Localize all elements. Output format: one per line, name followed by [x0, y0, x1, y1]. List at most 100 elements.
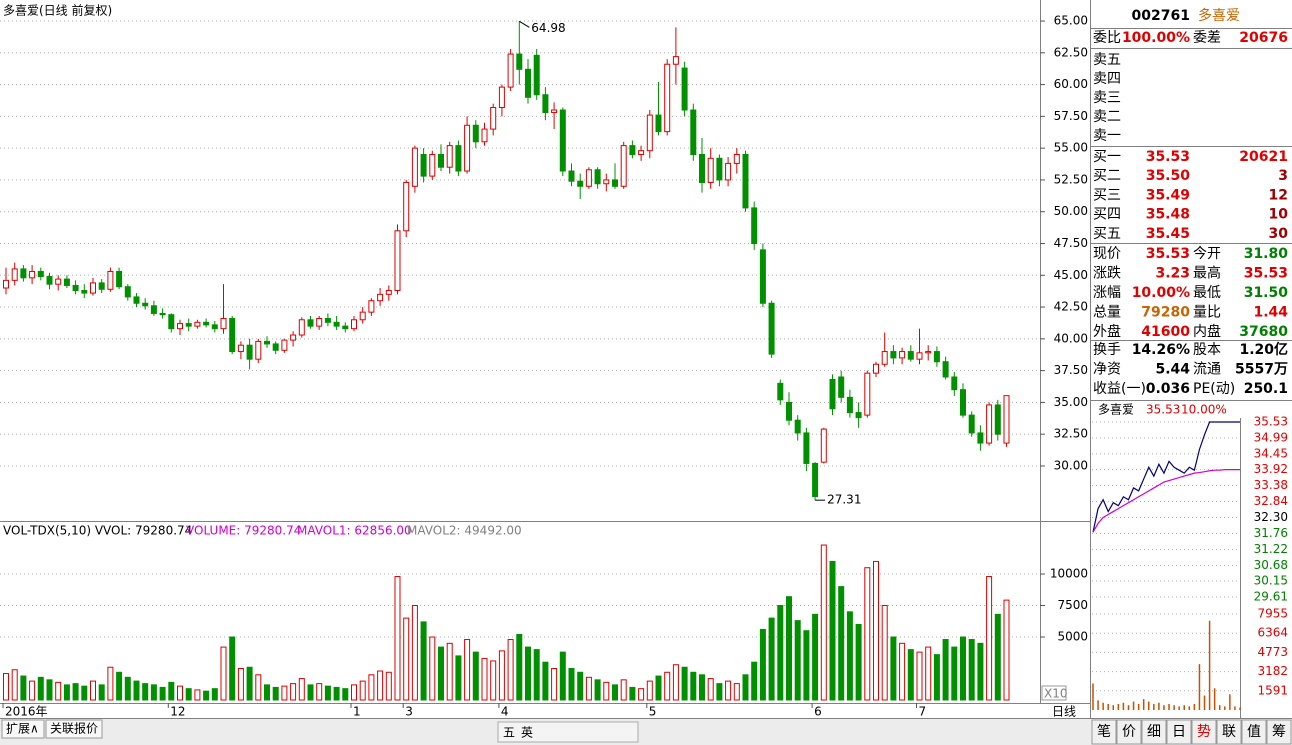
right-tab-label[interactable]: 价	[1122, 724, 1136, 740]
right-tab[interactable]	[1091, 719, 1117, 745]
candle-body	[725, 162, 732, 181]
quote-label: 现价	[1093, 246, 1121, 262]
volume-bar	[420, 621, 427, 701]
buy-label: 买一	[1093, 149, 1121, 165]
volume-bar	[977, 642, 984, 701]
quote-label: 涨跌	[1093, 266, 1121, 282]
volume-bar	[551, 668, 558, 701]
candle-body	[107, 270, 114, 290]
x-tick-label: 2016年	[5, 705, 48, 719]
volume-bar	[759, 628, 766, 701]
volume-bar	[55, 681, 62, 701]
candle-body	[359, 311, 366, 321]
candle-body	[577, 180, 584, 187]
bottom-tab-label[interactable]: 关联报价	[50, 721, 98, 736]
candle-body	[481, 128, 488, 143]
volume-bar	[559, 651, 566, 701]
candle-body	[1003, 395, 1010, 444]
quote-value: 35.53	[1146, 246, 1190, 262]
right-tab-label[interactable]: 细	[1147, 724, 1161, 740]
volume-bar	[194, 689, 201, 701]
candle-body	[63, 278, 70, 286]
candle-body	[525, 68, 531, 98]
toolbar-button[interactable]: 英	[521, 726, 533, 740]
candle-body	[90, 282, 96, 294]
candle-body	[298, 319, 305, 336]
candle-body	[429, 154, 436, 177]
buy-label: 买三	[1093, 187, 1121, 203]
volume-bar	[838, 586, 845, 701]
volume-bar	[794, 620, 801, 701]
volume-bar	[603, 681, 610, 701]
volume-bar	[707, 678, 714, 701]
right-tab-label[interactable]: 势	[1197, 724, 1211, 740]
right-tab[interactable]	[1241, 719, 1267, 745]
candle-body	[255, 340, 262, 360]
right-tab[interactable]	[1216, 719, 1242, 745]
buy-volume: 20621	[1239, 149, 1288, 165]
volume-bar	[864, 567, 871, 701]
quote-label: 委比	[1093, 30, 1121, 46]
volume-bar	[933, 654, 940, 701]
candle-body	[229, 318, 236, 353]
volume-bar	[481, 657, 488, 701]
volume-bar	[507, 639, 514, 701]
candle-body	[890, 351, 897, 359]
right-tab-label[interactable]: 联	[1222, 724, 1236, 740]
right-tab[interactable]	[1141, 719, 1167, 745]
candle-body	[838, 376, 845, 398]
right-tab[interactable]	[1116, 719, 1142, 745]
intraday-tick-label: 29.61	[1254, 590, 1288, 604]
candle-body	[403, 181, 410, 232]
bottom-tab-label[interactable]: 扩展∧	[6, 722, 39, 736]
candle-body	[420, 154, 427, 177]
toolbar-button[interactable]: 五	[503, 726, 515, 740]
volume-bar	[829, 560, 836, 701]
volume-bar	[159, 686, 166, 701]
y-tick-label: 42.50	[1054, 300, 1088, 314]
volume-bar	[411, 605, 418, 701]
volume-bar	[846, 611, 853, 701]
candle-body	[150, 305, 157, 314]
buy-volume: 3	[1278, 168, 1288, 184]
candle-body	[507, 53, 514, 88]
volume-bar	[751, 661, 758, 701]
candle-body	[472, 124, 479, 143]
x-tick-label: 6	[814, 705, 822, 719]
candle-body	[351, 319, 357, 330]
right-tab[interactable]	[1266, 719, 1292, 745]
y-tick-label: 35.00	[1054, 395, 1088, 409]
quote-label: 今开	[1193, 246, 1221, 262]
intraday-line	[1092, 421, 1240, 533]
candle-body	[855, 412, 862, 419]
quote-label: PE(动)	[1193, 381, 1235, 397]
candle-body	[194, 321, 201, 327]
right-tab-label[interactable]: 笔	[1097, 724, 1111, 740]
intraday-tick-label: 30.15	[1254, 574, 1288, 588]
right-tab-label[interactable]: 日	[1172, 724, 1186, 740]
right-tab-label[interactable]: 筹	[1272, 723, 1286, 740]
right-tab[interactable]	[1191, 719, 1217, 745]
quote-value: 79280	[1141, 305, 1190, 321]
bottom-tab[interactable]	[1, 719, 45, 739]
volume-bar	[577, 671, 584, 701]
candle-body	[490, 106, 497, 130]
quote-label: 总量	[1093, 305, 1121, 321]
volume-bar	[629, 686, 636, 701]
quote-label: 外盘	[1093, 323, 1121, 340]
candle-body	[820, 428, 827, 463]
candle-body	[873, 363, 879, 374]
candle-body	[646, 114, 653, 152]
candle-body	[681, 67, 688, 111]
volume-bar	[98, 684, 105, 701]
bottom-tab[interactable]	[45, 719, 103, 739]
volume-legend: MAVOL2: 49492.00	[407, 524, 522, 538]
volume-bar	[464, 639, 471, 701]
x-tick-label: 4	[501, 705, 509, 719]
candle-body	[690, 109, 697, 156]
right-tab-label[interactable]: 值	[1247, 724, 1261, 740]
intraday-volume-tick-label: 1591	[1257, 683, 1288, 697]
intraday-tick-label: 35.53	[1254, 415, 1288, 429]
right-tab[interactable]	[1166, 719, 1192, 745]
volume-bar	[63, 684, 70, 701]
